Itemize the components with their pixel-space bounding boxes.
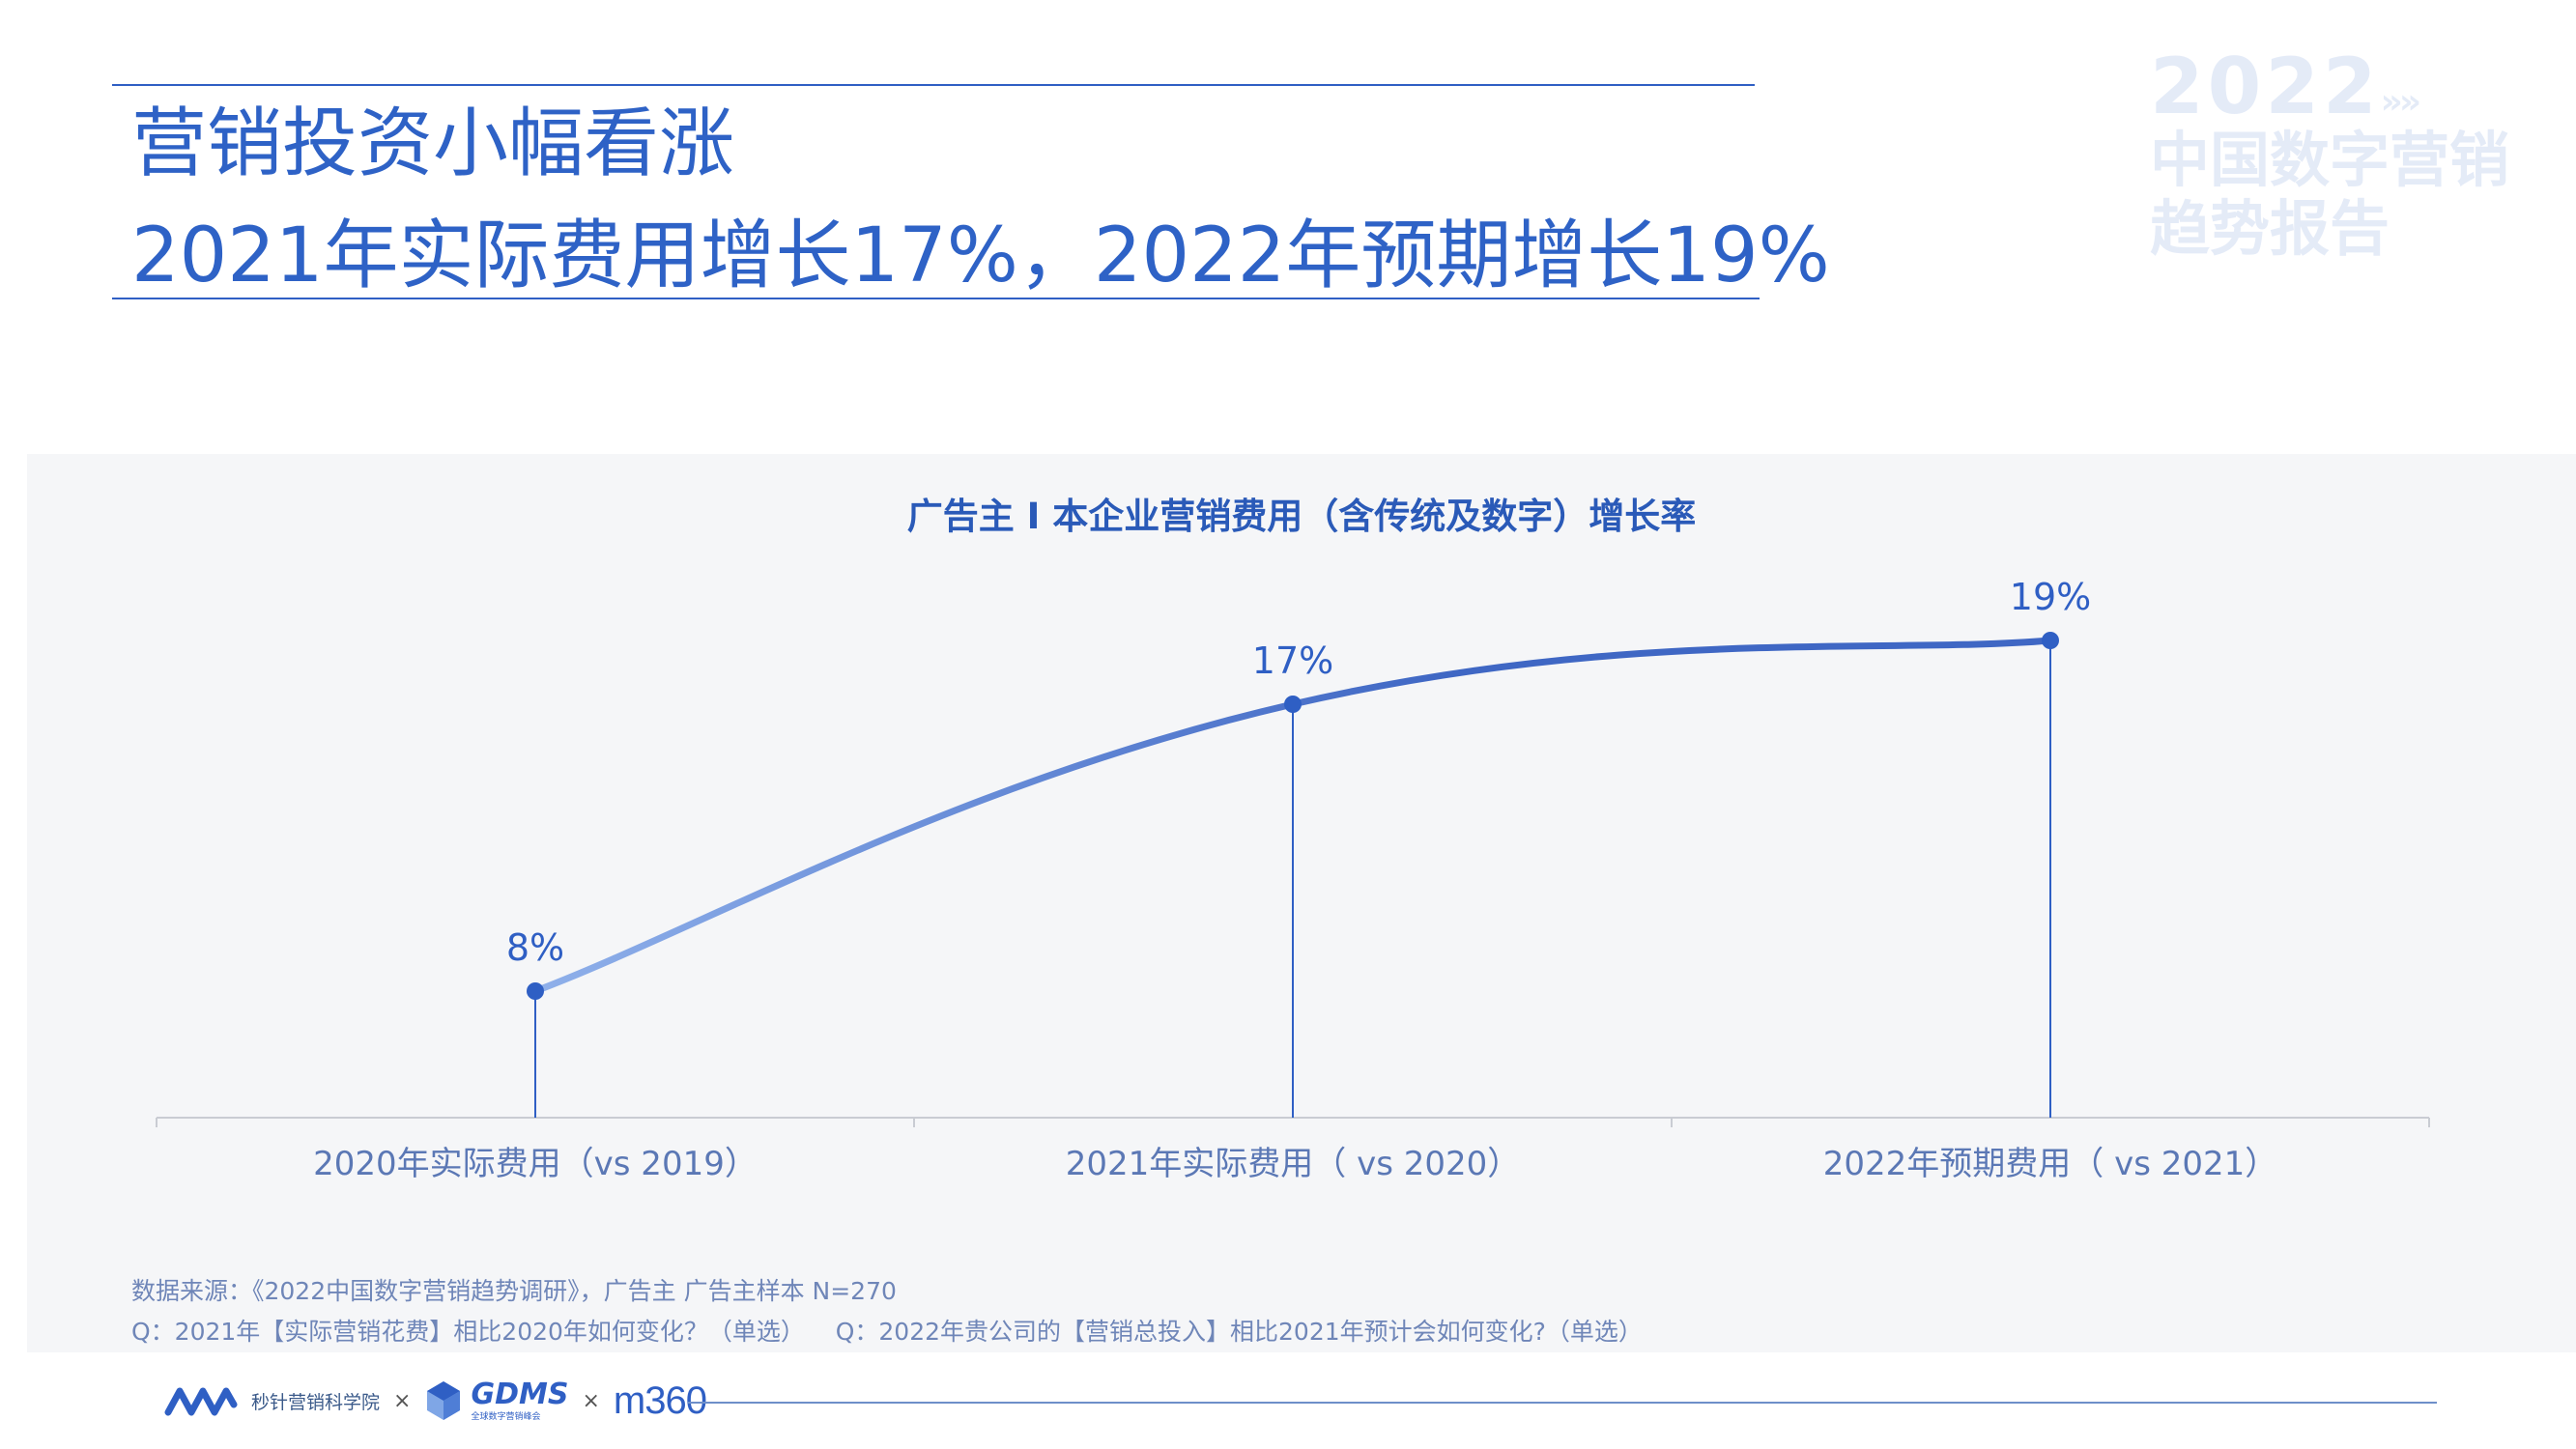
chart-notes: 数据来源：《2022中国数字营销趋势调研》，广告主 广告主样本 N=270 Q：… bbox=[131, 1271, 1643, 1352]
gdms-logo: GDMS 全球数字营销峰会 bbox=[424, 1379, 568, 1422]
page-title-line1: 营销投资小幅看涨 bbox=[131, 100, 735, 187]
m360-logo: m360 bbox=[613, 1378, 707, 1422]
survey-questions-note: Q：2021年【实际营销花费】相比2020年如何变化？（单选） Q：2022年贵… bbox=[131, 1318, 1643, 1346]
data-point-1 bbox=[527, 982, 544, 1000]
footer-rule bbox=[688, 1402, 2437, 1404]
miaozhen-logo bbox=[164, 1381, 238, 1420]
x-tick-label-3: 2022年预期费用（ vs 2021） bbox=[1823, 1145, 2278, 1183]
chart-panel: 广告主 I 本企业营销费用（含传统及数字）增长率 8% 17% 19% 2020年实际… bbox=[27, 454, 2576, 1352]
watermark-name-line2: 趋势报告 bbox=[2150, 193, 2390, 265]
data-source-note: 数据来源：《2022中国数字营销趋势调研》，广告主 广告主样本 N=270 bbox=[131, 1277, 897, 1305]
line-chart: 8% 17% 19% 2020年实际费用（vs 2019） 2021年实际费用（ vs … bbox=[156, 576, 2430, 1183]
footer-logos: 秒针营销科学院 × GDMS 全球数字营销峰会 × m360 bbox=[164, 1372, 707, 1430]
gdms-cube-icon bbox=[427, 1381, 461, 1420]
watermark-arrows: »» bbox=[2380, 82, 2421, 122]
page-title-line2: 2021年实际费用增长17%，2022年预期增长19% bbox=[131, 213, 1830, 299]
miaozhen-mark-icon bbox=[164, 1387, 238, 1416]
x-tick-label-1: 2020年实际费用（vs 2019） bbox=[313, 1145, 758, 1183]
logo-separator: × bbox=[582, 1388, 600, 1413]
chart-title: 广告主 I 本企业营销费用（含传统及数字）增长率 bbox=[906, 496, 1697, 537]
data-point-3 bbox=[2042, 632, 2059, 649]
watermark-year: 2022 bbox=[2150, 42, 2381, 131]
x-tick-label-2: 2021年实际费用（ vs 2020） bbox=[1066, 1145, 1521, 1183]
miaozhen-logo-text: 秒针营销科学院 bbox=[251, 1391, 381, 1413]
report-watermark-logo: 2022»» 中国数字营销 趋势报告 bbox=[2150, 48, 2556, 280]
title-bottom-rule bbox=[112, 298, 1760, 299]
gdms-logo-subtext: 全球数字营销峰会 bbox=[471, 1411, 541, 1422]
data-label-3: 19% bbox=[2010, 576, 2091, 618]
watermark-name-line1: 中国数字营销 bbox=[2150, 125, 2510, 195]
data-label-2: 17% bbox=[1252, 639, 1333, 682]
data-point-2 bbox=[1284, 696, 1302, 713]
logo-separator: × bbox=[393, 1388, 412, 1413]
title-top-rule bbox=[112, 84, 1755, 86]
gdms-logo-text: GDMS bbox=[471, 1377, 569, 1411]
data-label-1: 8% bbox=[506, 926, 564, 969]
